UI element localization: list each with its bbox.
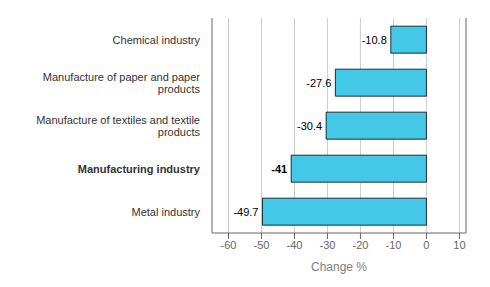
svg-text:-27.6: -27.6 — [306, 77, 331, 89]
svg-text:Metal industry: Metal industry — [132, 206, 201, 218]
svg-text:Chemical industry: Chemical industry — [113, 34, 201, 46]
svg-text:-49.7: -49.7 — [233, 206, 258, 218]
svg-text:-40: -40 — [287, 239, 303, 251]
svg-text:Manufacture of textiles and te: Manufacture of textiles and textileprodu… — [36, 114, 200, 138]
svg-text:Change %: Change % — [311, 260, 367, 274]
svg-text:-20: -20 — [352, 239, 368, 251]
svg-text:-60: -60 — [221, 239, 237, 251]
svg-text:-41: -41 — [271, 163, 287, 175]
svg-text:-30.4: -30.4 — [297, 120, 322, 132]
svg-text:0: 0 — [423, 239, 429, 251]
svg-text:Manufacture of paper and paper: Manufacture of paper and paperproducts — [43, 71, 201, 95]
svg-text:-30: -30 — [320, 239, 336, 251]
svg-text:-10: -10 — [385, 239, 401, 251]
svg-text:-10.8: -10.8 — [362, 34, 387, 46]
svg-text:Manufacturing industry: Manufacturing industry — [78, 163, 201, 175]
svg-text:10: 10 — [453, 239, 465, 251]
svg-text:-50: -50 — [254, 239, 270, 251]
